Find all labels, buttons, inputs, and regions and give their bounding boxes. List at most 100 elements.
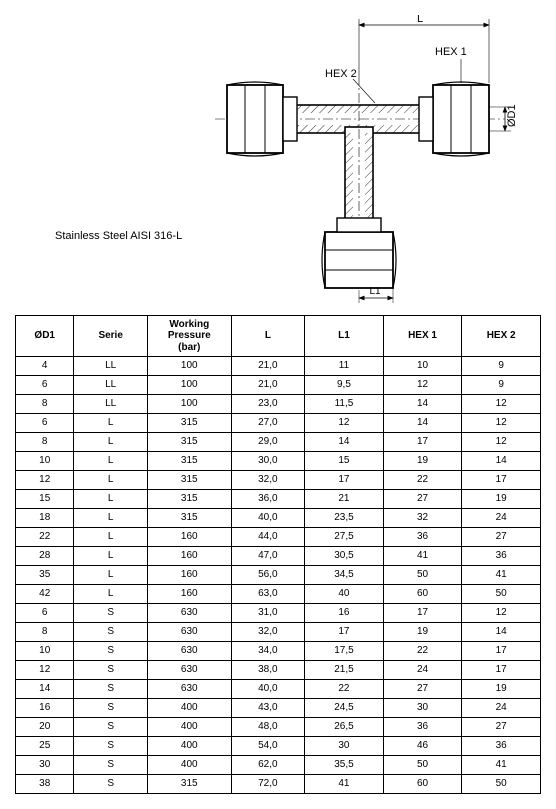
table-cell: 24 bbox=[462, 509, 541, 528]
dim-label-L: L bbox=[417, 15, 423, 25]
table-cell: 11 bbox=[305, 357, 384, 376]
table-cell: 15 bbox=[16, 490, 74, 509]
table-cell: 14 bbox=[383, 414, 462, 433]
table-cell: 100 bbox=[147, 357, 231, 376]
table-cell: 315 bbox=[147, 471, 231, 490]
table-cell: S bbox=[74, 604, 148, 623]
table-cell: S bbox=[74, 699, 148, 718]
table-cell: 6 bbox=[16, 414, 74, 433]
table-cell: 8 bbox=[16, 433, 74, 452]
table-cell: S bbox=[74, 775, 148, 794]
table-cell: S bbox=[74, 756, 148, 775]
table-body: 4LL10021,0111096LL10021,09,51298LL10023,… bbox=[16, 357, 541, 794]
col-header: WorkingPressure(bar) bbox=[147, 316, 231, 357]
table-cell: L bbox=[74, 528, 148, 547]
table-cell: 17 bbox=[462, 642, 541, 661]
table-row: 15L31536,0212719 bbox=[16, 490, 541, 509]
table-cell: 22 bbox=[305, 680, 384, 699]
table-row: 25S40054,0304636 bbox=[16, 737, 541, 756]
table-cell: 12 bbox=[383, 376, 462, 395]
table-cell: 36 bbox=[383, 718, 462, 737]
table-cell: LL bbox=[74, 395, 148, 414]
table-cell: 27,0 bbox=[231, 414, 305, 433]
table-cell: 11,5 bbox=[305, 395, 384, 414]
col-header: HEX 2 bbox=[462, 316, 541, 357]
table-cell: 40,0 bbox=[231, 680, 305, 699]
table-cell: 26,5 bbox=[305, 718, 384, 737]
table-cell: L bbox=[74, 452, 148, 471]
table-cell: 6 bbox=[16, 376, 74, 395]
table-row: 10S63034,017,52217 bbox=[16, 642, 541, 661]
table-cell: 630 bbox=[147, 642, 231, 661]
table-cell: 14 bbox=[16, 680, 74, 699]
table-cell: 30,5 bbox=[305, 547, 384, 566]
table-cell: 30 bbox=[305, 737, 384, 756]
table-cell: 17 bbox=[305, 471, 384, 490]
table-cell: L bbox=[74, 471, 148, 490]
table-cell: L bbox=[74, 414, 148, 433]
table-cell: 17 bbox=[383, 433, 462, 452]
table-cell: 160 bbox=[147, 547, 231, 566]
table-cell: 22 bbox=[16, 528, 74, 547]
table-row: 16S40043,024,53024 bbox=[16, 699, 541, 718]
table-cell: 16 bbox=[305, 604, 384, 623]
table-cell: 12 bbox=[462, 395, 541, 414]
table-cell: 15 bbox=[305, 452, 384, 471]
table-cell: 32,0 bbox=[231, 471, 305, 490]
table-cell: L bbox=[74, 547, 148, 566]
table-row: 6S63031,0161712 bbox=[16, 604, 541, 623]
table-cell: 30 bbox=[16, 756, 74, 775]
table-cell: 21,0 bbox=[231, 357, 305, 376]
table-cell: 8 bbox=[16, 623, 74, 642]
table-row: 22L16044,027,53627 bbox=[16, 528, 541, 547]
table-cell: L bbox=[74, 509, 148, 528]
table-row: 12S63038,021,52417 bbox=[16, 661, 541, 680]
table-cell: 23,0 bbox=[231, 395, 305, 414]
table-cell: 36 bbox=[383, 528, 462, 547]
table-cell: 38 bbox=[16, 775, 74, 794]
table-cell: S bbox=[74, 623, 148, 642]
table-cell: 41 bbox=[305, 775, 384, 794]
table-row: 38S31572,0416050 bbox=[16, 775, 541, 794]
table-cell: 54,0 bbox=[231, 737, 305, 756]
table-row: 14S63040,0222719 bbox=[16, 680, 541, 699]
table-cell: 17 bbox=[462, 471, 541, 490]
table-cell: 12 bbox=[462, 414, 541, 433]
table-row: 8LL10023,011,51412 bbox=[16, 395, 541, 414]
table-cell: 17 bbox=[305, 623, 384, 642]
table-cell: S bbox=[74, 642, 148, 661]
table-cell: 630 bbox=[147, 661, 231, 680]
spec-table: ØD1SerieWorkingPressure(bar)LL1HEX 1HEX … bbox=[15, 315, 541, 794]
table-cell: 38,0 bbox=[231, 661, 305, 680]
table-cell: 35,5 bbox=[305, 756, 384, 775]
table-cell: 100 bbox=[147, 395, 231, 414]
table-cell: 27 bbox=[383, 490, 462, 509]
table-cell: 6 bbox=[16, 604, 74, 623]
table-cell: 60 bbox=[383, 775, 462, 794]
table-cell: 27 bbox=[383, 680, 462, 699]
table-cell: 17 bbox=[462, 661, 541, 680]
table-cell: 19 bbox=[383, 623, 462, 642]
table-cell: 19 bbox=[462, 680, 541, 699]
table-row: 8L31529,0141712 bbox=[16, 433, 541, 452]
table-cell: 19 bbox=[383, 452, 462, 471]
table-cell: 14 bbox=[383, 395, 462, 414]
table-cell: 630 bbox=[147, 680, 231, 699]
table-row: 6LL10021,09,5129 bbox=[16, 376, 541, 395]
table-cell: 36 bbox=[462, 547, 541, 566]
table-cell: L bbox=[74, 433, 148, 452]
table-cell: 315 bbox=[147, 414, 231, 433]
table-cell: 63,0 bbox=[231, 585, 305, 604]
table-cell: 32 bbox=[383, 509, 462, 528]
table-cell: 21 bbox=[305, 490, 384, 509]
table-cell: 12 bbox=[462, 604, 541, 623]
table-cell: 40,0 bbox=[231, 509, 305, 528]
table-cell: 22 bbox=[383, 471, 462, 490]
table-cell: S bbox=[74, 718, 148, 737]
table-cell: 29,0 bbox=[231, 433, 305, 452]
table-cell: 160 bbox=[147, 566, 231, 585]
table-cell: 27,5 bbox=[305, 528, 384, 547]
table-cell: 30 bbox=[383, 699, 462, 718]
table-cell: 20 bbox=[16, 718, 74, 737]
table-cell: 50 bbox=[462, 585, 541, 604]
